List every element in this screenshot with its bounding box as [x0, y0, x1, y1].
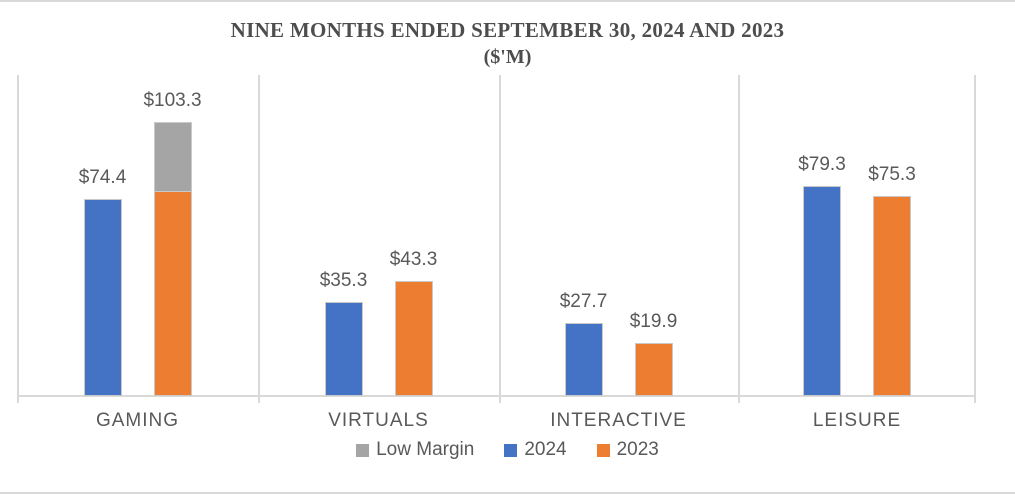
data-label-2024-leisure: $79.3 — [798, 154, 846, 176]
data-label-2023-virtuals: $43.3 — [389, 249, 438, 271]
legend-swatch — [596, 443, 610, 457]
data-label-2024-virtuals: $35.3 — [319, 270, 368, 292]
legend-swatch — [504, 443, 518, 457]
bar-segment-2023-interactive — [634, 343, 673, 396]
gridline-vertical — [499, 75, 501, 403]
data-label-2023-gaming: $103.3 — [143, 90, 202, 112]
gridline-vertical — [738, 75, 740, 403]
bar-2023-leisure: $75.3 — [868, 164, 916, 396]
legend-item-low-margin: Low Margin — [356, 439, 474, 461]
data-label-2023-interactive: $19.9 — [629, 311, 678, 333]
category-panel-virtuals: $35.3 $43.3 — [258, 75, 499, 396]
legend-label: Low Margin — [376, 439, 475, 460]
bar-2024-gaming: $74.4 — [79, 167, 126, 396]
chart-subtitle: ($'M) — [483, 46, 532, 68]
category-label-interactive: INTERACTIVE — [550, 410, 687, 431]
bar-2024-leisure: $79.3 — [798, 154, 846, 396]
legend-label: 2023 — [616, 439, 659, 460]
plot-area: $74.4 $103.3 $35.3 $43.3 $27.7 $19.9 $79.3 $75.… — [17, 75, 976, 403]
bar-segment-2024-virtuals — [324, 302, 363, 396]
category-label-virtuals: VIRTUALS — [328, 410, 429, 431]
bar-segment-low-margin-gaming — [153, 122, 192, 192]
category-panel-interactive: $27.7 $19.9 — [499, 75, 738, 396]
legend-item-2023: 2023 — [596, 439, 659, 461]
bar-segment-2024-gaming — [83, 199, 122, 396]
legend: Low Margin 2024 2023 — [0, 439, 1015, 461]
chart-title: NINE MONTHS ENDED SEPTEMBER 30, 2024 AND… — [230, 18, 785, 42]
bar-segment-2023-virtuals — [394, 281, 433, 396]
legend-item-2024: 2024 — [504, 439, 567, 461]
data-label-2024-gaming: $74.4 — [78, 167, 127, 189]
bar-segment-2023-leisure — [873, 196, 911, 396]
bar-segment-2024-interactive — [564, 323, 603, 396]
bar-segment-2023-gaming — [153, 192, 192, 396]
data-label-2024-interactive: $27.7 — [559, 291, 608, 313]
category-panel-gaming: $74.4 $103.3 — [17, 75, 258, 396]
data-label-2023-leisure: $75.3 — [868, 164, 916, 186]
category-label-leisure: LEISURE — [812, 410, 902, 431]
bar-2024-virtuals: $35.3 — [320, 270, 367, 396]
bar-2023-interactive: $19.9 — [630, 311, 677, 396]
gridline-vertical — [17, 75, 19, 403]
bar-2023-virtuals: $43.3 — [390, 249, 437, 396]
bar-segment-2024-leisure — [803, 186, 841, 396]
x-axis-line — [17, 395, 976, 397]
category-label-gaming: GAMING — [95, 410, 180, 431]
gridline-vertical — [258, 75, 260, 403]
bar-2023-gaming: $103.3 — [143, 90, 202, 396]
category-axis: GAMING VIRTUALS INTERACTIVE LEISURE — [0, 410, 1015, 440]
gridline-vertical — [974, 75, 976, 403]
legend-label: 2024 — [524, 439, 567, 460]
category-panel-leisure: $79.3 $75.3 — [738, 75, 976, 396]
legend-swatch — [356, 443, 370, 457]
bar-2024-interactive: $27.7 — [560, 291, 607, 396]
